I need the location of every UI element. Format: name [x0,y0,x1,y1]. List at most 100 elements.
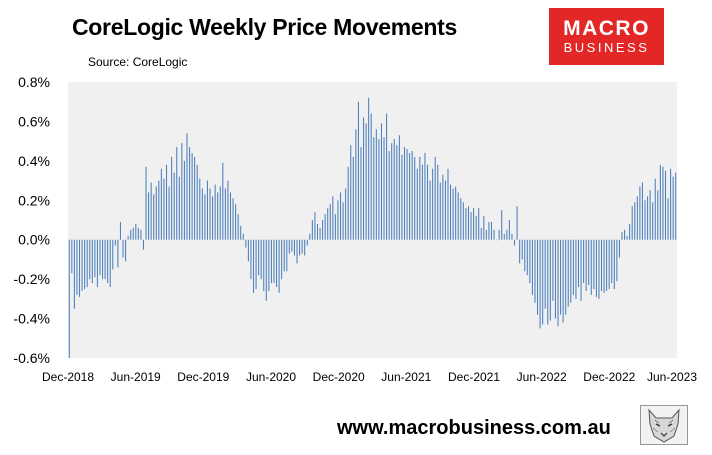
bar [426,164,429,240]
bar [232,198,234,240]
bar [519,239,521,264]
bar [526,239,528,276]
bar [483,216,485,240]
bar [391,143,393,240]
bar [281,239,283,280]
bar [549,239,551,321]
bar [209,188,211,240]
bar [363,117,365,240]
bar [498,229,500,240]
bar [91,239,93,284]
bar [160,168,162,240]
bar [450,184,452,240]
bar [419,156,421,240]
website-url[interactable]: www.macrobusiness.com.au [337,417,611,439]
bar [562,239,564,323]
bar [370,113,372,240]
bar [616,239,618,282]
bar [229,192,232,240]
bar [424,152,426,240]
bar [432,168,434,240]
bar [73,239,75,309]
bar [565,239,567,315]
bar [603,239,605,293]
bar [237,214,239,240]
bar [142,239,145,250]
bar [478,208,480,240]
bar [588,239,590,286]
bar [608,239,610,289]
bar [406,149,408,240]
bar [409,152,411,240]
bar [355,129,357,240]
y-tick-label: 0.6% [18,113,50,129]
source-label: Source: CoreLogic [88,55,188,69]
y-tick-label: 0.0% [18,232,50,248]
bar [493,229,495,240]
bar [539,239,541,329]
bar [247,239,249,262]
bar [222,162,224,240]
x-tick-label: Jun-2019 [111,370,161,384]
bar [245,239,247,248]
bar [442,174,444,240]
bar [531,239,533,295]
bar [552,239,554,301]
bar [109,239,111,288]
bar [176,147,178,240]
bar [173,172,175,240]
bar [652,202,654,240]
bar [537,239,539,315]
bar [447,168,449,240]
bar [396,145,398,240]
bar [276,239,278,288]
bar [329,204,331,240]
bar [250,239,252,280]
bar [196,164,198,240]
bar [324,214,326,240]
bar [542,239,544,325]
bar [270,239,272,284]
bar [299,239,301,256]
bar [544,239,546,309]
bar [434,156,436,240]
bar [178,176,180,240]
bar [153,194,155,240]
bar [672,176,674,240]
bar [89,239,91,280]
bar [618,239,620,258]
bar [598,239,600,299]
bar [81,239,83,291]
bar [393,139,395,240]
bar [631,206,633,240]
bar [332,196,334,240]
chart-title: CoreLogic Weekly Price Movements [72,14,457,40]
bars-group [68,97,677,358]
bar [506,229,508,240]
bar [437,164,439,240]
bar [421,164,423,240]
bar [240,225,242,240]
bar [455,186,457,240]
logo-line2: BUSINESS [563,40,650,55]
x-tick-label: Dec-2022 [583,370,635,384]
bar [273,239,275,284]
bar [595,239,597,297]
bar [375,129,377,240]
bar [311,220,313,240]
bar [398,135,400,240]
bar [309,233,311,240]
bar [401,154,403,240]
bar [71,239,73,274]
bar [626,235,628,240]
bar [183,160,185,240]
macro-business-logo: MACRO BUSINESS [549,8,664,65]
bar [462,202,464,240]
bar [165,164,168,240]
bar [148,192,150,240]
bar [135,223,137,240]
bar [99,239,101,276]
bar [278,239,280,293]
bar [388,151,390,240]
